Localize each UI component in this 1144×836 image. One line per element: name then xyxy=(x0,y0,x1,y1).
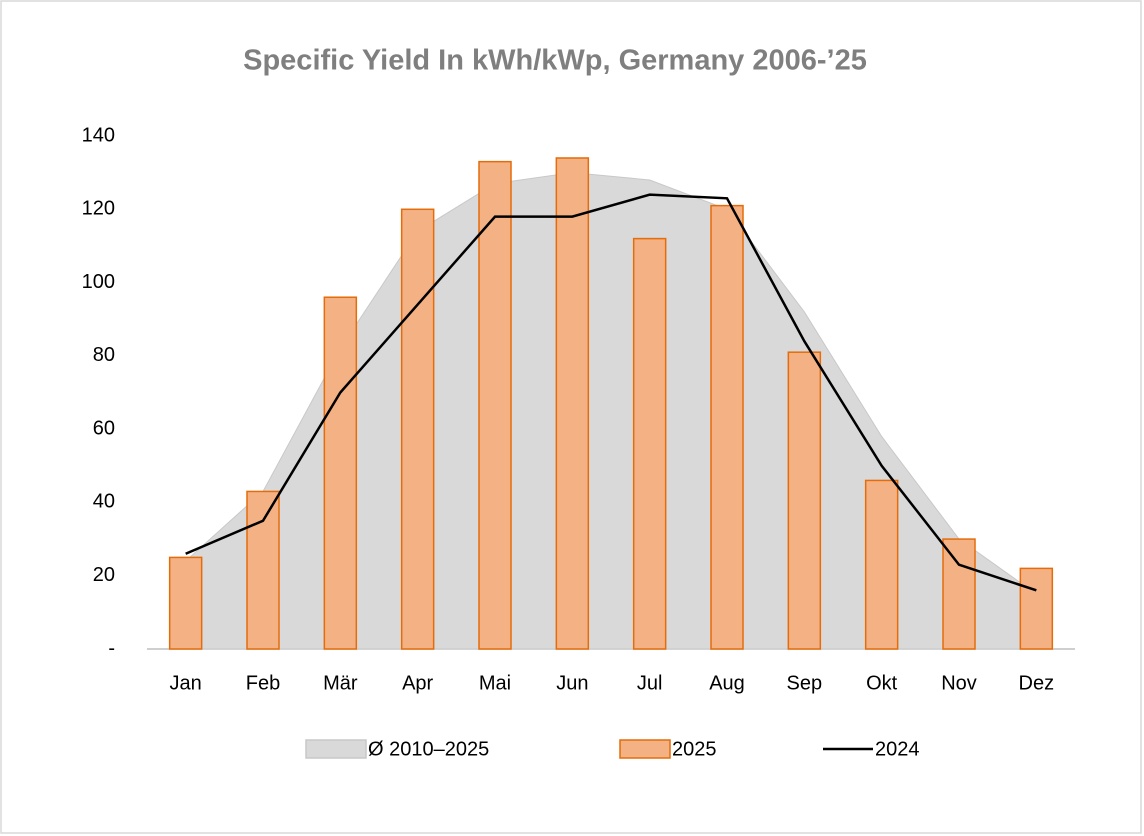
legend-label: 2024 xyxy=(875,738,920,760)
bar xyxy=(323,296,358,650)
x-tick-label: Aug xyxy=(709,672,745,694)
legend-swatch xyxy=(305,739,367,759)
bar xyxy=(400,208,435,650)
x-tick-label: Jul xyxy=(637,672,663,694)
bar xyxy=(246,490,280,650)
chart-title: Specific Yield In kWh/kWp, Germany 2006-… xyxy=(243,45,867,77)
bar xyxy=(1019,567,1054,650)
x-tick-label: Okt xyxy=(866,672,898,694)
x-tick-label: Nov xyxy=(941,672,977,694)
bar xyxy=(168,556,203,650)
y-tick-label: - xyxy=(108,637,115,659)
x-tick-label: Mär xyxy=(323,672,358,694)
bar xyxy=(942,538,976,650)
bar xyxy=(555,157,590,650)
legend-swatch xyxy=(619,739,671,759)
x-tick-label: Jun xyxy=(556,672,588,694)
bar xyxy=(864,479,899,650)
x-tick-label: Sep xyxy=(787,672,823,694)
legend-label: Ø 2010–2025 xyxy=(368,738,489,760)
y-tick-label: 120 xyxy=(82,198,115,220)
x-tick-label: Apr xyxy=(402,672,433,694)
bar xyxy=(478,160,512,650)
bar xyxy=(787,351,822,650)
x-tick-label: Jan xyxy=(170,672,202,694)
y-tick-label: 100 xyxy=(82,271,115,293)
y-tick-label: 140 xyxy=(82,124,115,146)
x-tick-label: Mai xyxy=(479,672,511,694)
bar xyxy=(710,204,744,650)
legend-label: 2025 xyxy=(672,738,717,760)
bar xyxy=(632,237,667,650)
y-tick-label: 20 xyxy=(93,564,115,586)
x-tick-label: Dez xyxy=(1019,672,1055,694)
y-tick-label: 40 xyxy=(93,491,115,513)
y-tick-label: 80 xyxy=(93,344,115,366)
area xyxy=(185,172,1037,650)
y-tick-label: 60 xyxy=(93,417,115,439)
line xyxy=(185,193,1037,592)
x-tick-label: Feb xyxy=(246,672,280,694)
